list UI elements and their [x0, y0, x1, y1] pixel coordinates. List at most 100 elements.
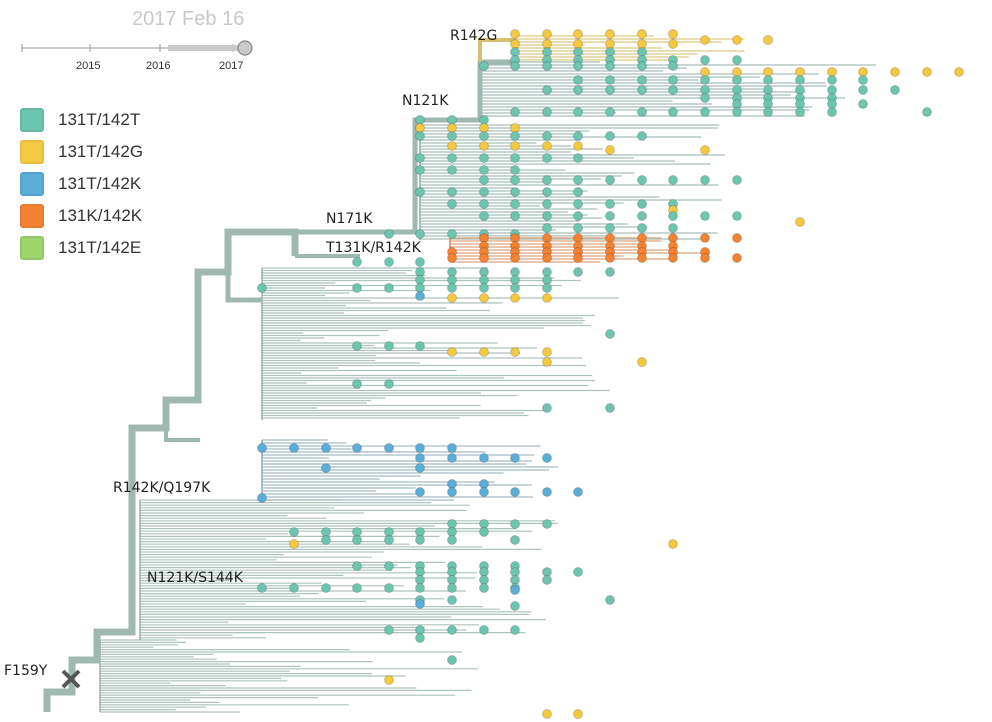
tree-tip [352, 341, 362, 351]
tree-tip [700, 55, 710, 65]
tree-tip [637, 199, 647, 209]
tree-tip [637, 357, 647, 367]
tree-tip [415, 229, 425, 239]
tree-tip [479, 187, 489, 197]
tree-tip [479, 487, 489, 497]
tree-tip [415, 341, 425, 351]
legend-item-131t-142g[interactable]: 131T/142G [20, 136, 143, 168]
tree-tip [700, 93, 710, 103]
tree-tip [573, 175, 583, 185]
tree-tip [573, 61, 583, 71]
legend-swatch [20, 140, 44, 164]
tree-tip [605, 29, 615, 39]
tree-tip [700, 75, 710, 85]
legend-item-131t-142t[interactable]: 131T/142T [20, 104, 143, 136]
tree-tip [479, 61, 489, 71]
mutation-label-t131k-r142k: T131K/R142K [325, 240, 422, 256]
tree-tip [510, 347, 520, 357]
tree-tip [510, 487, 520, 497]
tree-tip [542, 253, 552, 263]
tree-tip [384, 625, 394, 635]
tree-tip [542, 453, 552, 463]
tree-tip [447, 229, 457, 239]
legend-label: 131T/142T [58, 110, 141, 129]
legend: 131T/142T 131T/142G 131T/142K 131K/142K … [20, 104, 143, 264]
tree-tip [479, 165, 489, 175]
tree-tip [542, 141, 552, 151]
legend-item-131t-142e[interactable]: 131T/142E [20, 232, 143, 264]
root-marker-stroke-b [61, 669, 81, 689]
tree-tip [668, 61, 678, 71]
tree-tip [415, 153, 425, 163]
tree-tip [573, 187, 583, 197]
mutation-label-n171k: N171K [326, 211, 373, 227]
tree-tip [573, 153, 583, 163]
tree-tip [637, 211, 647, 221]
tree-tip [352, 443, 362, 453]
tree-tip [573, 223, 583, 233]
tree-tip [447, 535, 457, 545]
tree-tip [447, 253, 457, 263]
tree-tip [510, 199, 520, 209]
tree-tip [668, 253, 678, 263]
tree-tip [542, 487, 552, 497]
tree-tip [732, 55, 742, 65]
tree-tip [668, 75, 678, 85]
tree-tip [732, 211, 742, 221]
tree-tip [384, 675, 394, 685]
tree-tip [890, 67, 900, 77]
tree-tip [954, 67, 964, 77]
tree-tip [605, 131, 615, 141]
mutation-label-r142g: R142G [450, 28, 497, 44]
tree-tip [605, 85, 615, 95]
tree-tip [415, 487, 425, 497]
tree-tip [321, 463, 331, 473]
tree-tip [510, 283, 520, 293]
tree-tip [637, 61, 647, 71]
tree-tip [922, 107, 932, 117]
tree-tip [700, 107, 710, 117]
tree-tip [510, 601, 520, 611]
tree-branches [43, 35, 877, 713]
tree-tip [668, 175, 678, 185]
tree-tip [668, 29, 678, 39]
tree-tip [321, 443, 331, 453]
tree-tip [415, 599, 425, 609]
tree-tip [510, 153, 520, 163]
timeline-handle[interactable] [237, 40, 253, 56]
tree-tip [542, 107, 552, 117]
tree-tip [352, 583, 362, 593]
legend-item-131t-142k[interactable]: 131T/142K [20, 168, 143, 200]
tree-tip [573, 567, 583, 577]
tree-tips [257, 29, 964, 719]
tree-tip [637, 131, 647, 141]
tree-tip [415, 291, 425, 301]
tree-tip [479, 583, 489, 593]
legend-label: 131T/142E [58, 238, 142, 257]
tree-tip [763, 107, 773, 117]
tree-tip [542, 283, 552, 293]
tree-tip [795, 75, 805, 85]
tree-tip [542, 131, 552, 141]
tree-tip [289, 583, 299, 593]
tree-tip [637, 29, 647, 39]
tree-tip [858, 85, 868, 95]
mutation-label-r142k-q197k: R142K/Q197K [113, 480, 211, 496]
legend-label: 131T/142G [58, 142, 144, 161]
timeline-year-2017: 2017 [219, 60, 244, 72]
tree-tip [479, 527, 489, 537]
tree-tip [510, 293, 520, 303]
tree-tip [605, 75, 615, 85]
tree-tip [510, 61, 520, 71]
tree-tip [479, 131, 489, 141]
legend-swatch [20, 236, 44, 260]
tree-tip [827, 107, 837, 117]
tree-tip [352, 379, 362, 389]
legend-item-131k-142k[interactable]: 131K/142K [20, 200, 143, 232]
tree-tip [447, 293, 457, 303]
tree-tip [827, 75, 837, 85]
tree-tip [637, 223, 647, 233]
timeline-slider[interactable]: 2015 2016 2017 [18, 38, 258, 78]
tree-tip [700, 253, 710, 263]
